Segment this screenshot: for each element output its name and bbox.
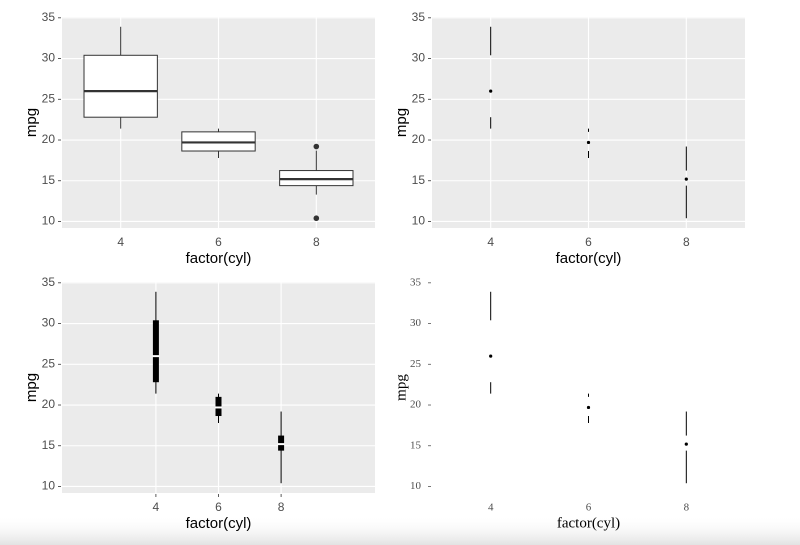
x-tick-label: 4 bbox=[488, 502, 494, 514]
y-tick-label: 20 bbox=[410, 399, 422, 411]
y-tick-label: 15 bbox=[412, 173, 426, 187]
x-tick-label: 4 bbox=[117, 235, 124, 249]
y-tick-label: 15 bbox=[42, 438, 56, 452]
y-axis-title: mpg bbox=[393, 108, 410, 137]
y-tick-label: 10 bbox=[410, 480, 422, 492]
box bbox=[83, 54, 158, 118]
y-tick-label: 35 bbox=[410, 276, 422, 288]
y-tick-label: 10 bbox=[42, 479, 56, 493]
box bbox=[215, 396, 222, 417]
x-axis-title: factor(cyl) bbox=[186, 250, 252, 267]
x-tick-label: 8 bbox=[313, 235, 320, 249]
median bbox=[277, 443, 285, 446]
x-tick-label: 4 bbox=[153, 500, 160, 514]
median bbox=[215, 406, 222, 409]
y-tick-label: 25 bbox=[42, 91, 56, 105]
x-tick-label: 6 bbox=[585, 235, 592, 249]
x-axis-title: factor(cyl) bbox=[557, 515, 620, 531]
bottom-shade bbox=[0, 515, 800, 545]
x-tick-label: 4 bbox=[487, 235, 494, 249]
median bbox=[152, 355, 160, 358]
y-axis-title: mpg bbox=[23, 373, 40, 402]
y-tick-label: 25 bbox=[42, 356, 56, 370]
x-axis-title: factor(cyl) bbox=[556, 250, 622, 267]
y-tick-label: 10 bbox=[412, 214, 426, 228]
y-tick-label: 30 bbox=[410, 317, 422, 329]
median bbox=[586, 405, 591, 410]
y-axis-title: mpg bbox=[23, 108, 40, 137]
y-tick-label: 30 bbox=[412, 51, 426, 65]
y-tick-label: 15 bbox=[410, 439, 422, 451]
x-tick-label: 8 bbox=[278, 500, 285, 514]
box bbox=[278, 435, 285, 451]
median bbox=[489, 354, 493, 358]
y-tick-label: 35 bbox=[42, 10, 56, 24]
outlier bbox=[313, 143, 320, 150]
y-tick-label: 35 bbox=[412, 10, 426, 24]
box bbox=[152, 320, 159, 383]
y-tick-label: 15 bbox=[42, 173, 56, 187]
x-tick-label: 8 bbox=[684, 502, 690, 514]
y-tick-label: 35 bbox=[42, 275, 56, 289]
x-tick-label: 6 bbox=[586, 502, 592, 514]
x-tick-label: 6 bbox=[215, 500, 222, 514]
y-tick-label: 10 bbox=[42, 214, 56, 228]
y-axis-title: mpg bbox=[393, 374, 409, 401]
median bbox=[586, 140, 591, 145]
y-tick-label: 30 bbox=[42, 316, 56, 330]
median bbox=[684, 177, 688, 181]
outlier bbox=[313, 215, 320, 222]
x-tick-label: 8 bbox=[683, 235, 690, 249]
x-axis-title: factor(cyl) bbox=[186, 515, 252, 532]
median bbox=[489, 89, 493, 93]
y-tick-label: 20 bbox=[42, 132, 56, 146]
y-tick-label: 25 bbox=[412, 91, 426, 105]
y-tick-label: 20 bbox=[42, 397, 56, 411]
median bbox=[684, 442, 688, 446]
y-tick-label: 25 bbox=[410, 358, 422, 370]
x-tick-label: 6 bbox=[215, 235, 222, 249]
y-tick-label: 30 bbox=[42, 51, 56, 65]
y-tick-label: 20 bbox=[412, 132, 426, 146]
